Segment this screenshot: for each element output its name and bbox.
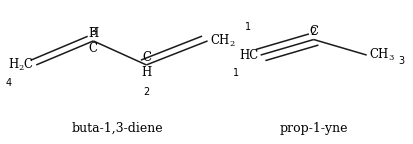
Text: buta-1,3-diene: buta-1,3-diene bbox=[72, 122, 164, 135]
Text: 1: 1 bbox=[245, 22, 252, 32]
Text: 3: 3 bbox=[90, 28, 96, 37]
Text: C: C bbox=[89, 42, 98, 55]
Text: $\mathdefault{CH_3}$: $\mathdefault{CH_3}$ bbox=[369, 47, 395, 63]
Text: C: C bbox=[309, 25, 318, 38]
Text: H: H bbox=[88, 26, 98, 39]
Text: HC: HC bbox=[240, 49, 259, 61]
Text: 3: 3 bbox=[399, 56, 404, 66]
Text: H: H bbox=[141, 66, 152, 79]
Text: prop-1-yne: prop-1-yne bbox=[280, 122, 348, 135]
Text: 2: 2 bbox=[311, 28, 317, 37]
Text: 2: 2 bbox=[143, 87, 150, 97]
Text: $\mathdefault{H_2C}$: $\mathdefault{H_2C}$ bbox=[8, 57, 34, 73]
Text: 4: 4 bbox=[5, 78, 12, 88]
Text: C: C bbox=[142, 51, 151, 64]
Text: 1: 1 bbox=[233, 68, 239, 78]
Text: $\mathdefault{CH_2}$: $\mathdefault{CH_2}$ bbox=[210, 33, 235, 49]
